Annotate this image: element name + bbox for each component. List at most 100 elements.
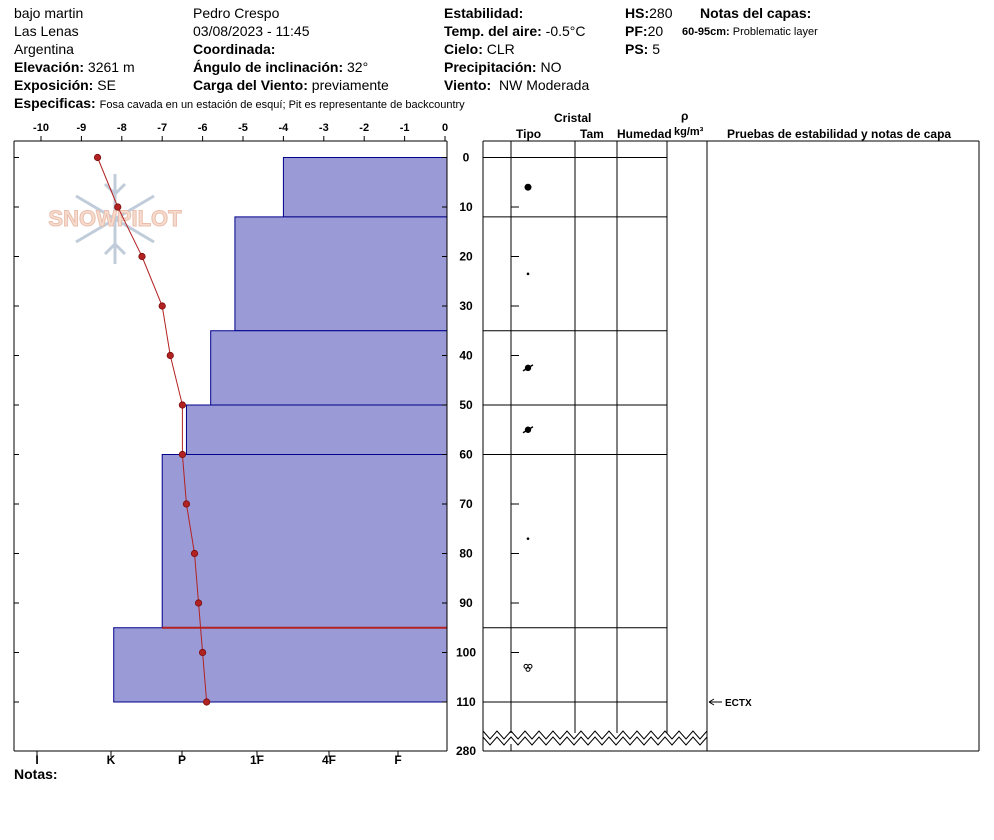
type-header: Tipo xyxy=(516,127,542,141)
depth-label: 110 xyxy=(456,695,476,709)
temp-tick-label: 0 xyxy=(442,122,448,134)
density-unit-header: kg/m³ xyxy=(674,126,704,138)
hardness-label: I xyxy=(35,753,38,767)
size-header: Tam xyxy=(580,127,604,141)
layer-note-depth: 60-95cm: xyxy=(682,26,730,38)
slope-row: Ángulo de inclinación: 32° xyxy=(193,59,368,75)
temperature-point xyxy=(182,500,191,508)
temp-tick-label: -8 xyxy=(117,122,127,134)
wind-load-value: previamente xyxy=(311,77,389,93)
temperature-point xyxy=(114,203,122,211)
country-name: Argentina xyxy=(14,41,74,57)
depth-label: 80 xyxy=(459,547,473,561)
hardness-label: K xyxy=(107,753,116,767)
crystal-small-dot-icon xyxy=(526,272,530,276)
air-temp-value: -0.5°C xyxy=(545,23,586,39)
area-name: Las Lenas xyxy=(14,23,79,39)
depth-label: 40 xyxy=(459,349,473,363)
temp-tick-label: -5 xyxy=(238,122,248,134)
snowpilot-watermark: SNOWPILOT xyxy=(48,174,183,264)
pf-value: 20 xyxy=(647,23,664,39)
elevation-label: Elevación: xyxy=(14,59,85,75)
wind-load-label: Carga del Viento: xyxy=(193,77,308,93)
hardness-label: F xyxy=(394,753,401,767)
temp-tick-label: -3 xyxy=(319,122,329,134)
tests-header: Pruebas de estabilidad y notas de capa xyxy=(727,127,952,141)
aspect-label: Exposición: xyxy=(14,77,94,93)
hardness-layer xyxy=(210,330,448,406)
depth-label: 50 xyxy=(459,398,473,412)
specifics-row: Especificas: Fosa cavada en un estación … xyxy=(14,95,465,113)
hardness-label: P xyxy=(178,753,186,767)
temperature-point xyxy=(178,401,186,409)
date-time: 03/08/2023 - 11:45 xyxy=(193,23,310,39)
precip-row: Precipitación: NO xyxy=(444,59,561,75)
slope-value: 32° xyxy=(347,59,369,75)
temperature-point xyxy=(199,648,207,657)
hardness-layer xyxy=(185,404,448,455)
temp-tick-label: -1 xyxy=(400,122,410,134)
precip-label: Precipitación: xyxy=(444,59,537,75)
aspect-row: Exposición: SE xyxy=(14,77,116,93)
hardness-label: 4F xyxy=(322,753,336,767)
hardness-layer xyxy=(234,216,448,332)
precip-value: NO xyxy=(540,59,562,75)
wind-load-row: Carga del Viento: previamente xyxy=(193,77,389,93)
depth-label: 20 xyxy=(459,250,473,264)
depth-label: 10 xyxy=(459,200,473,214)
depth-bottom-label: 280 xyxy=(456,744,476,758)
crystal-header: Cristal xyxy=(554,111,592,125)
crystal-small-dot-icon xyxy=(526,537,530,540)
temperature-point xyxy=(194,599,203,607)
depth-label: 90 xyxy=(459,596,473,610)
air-temp-row: Temp. del aire: -0.5°C xyxy=(444,23,586,39)
elevation-value: 3261 m xyxy=(87,59,135,75)
hs-label: HS: xyxy=(625,5,650,21)
ps-value: 5 xyxy=(652,41,661,57)
depth-label: 70 xyxy=(459,497,473,511)
temperature-point xyxy=(158,302,166,310)
layer-note: 60-95cm: Problematic layer xyxy=(682,24,818,40)
depth-break-zigzag xyxy=(482,736,708,746)
elevation-row: Elevación: 3261 m xyxy=(14,59,135,75)
sky-value: CLR xyxy=(486,41,515,57)
temp-tick-label: -6 xyxy=(198,122,208,134)
test-label: ECTX xyxy=(725,698,752,709)
ps-label: PS: xyxy=(625,41,649,57)
ps-row: PS: 5 xyxy=(625,41,660,57)
crystal-melt-form-icon xyxy=(525,666,531,672)
temp-tick-label: -9 xyxy=(77,122,87,134)
pf-row: PF:20 xyxy=(625,23,663,39)
hs-value: 280 xyxy=(649,5,673,21)
hardness-layer xyxy=(161,454,448,629)
coord-label: Coordinada: xyxy=(193,41,276,57)
temperature-point xyxy=(166,351,174,360)
depth-label: 30 xyxy=(459,299,473,313)
depth-label: 100 xyxy=(456,646,476,660)
crystal-large-dot-icon xyxy=(524,183,532,191)
notes-label: Notas: xyxy=(14,766,58,782)
temp-tick-label: -10 xyxy=(33,122,49,134)
temp-tick-label: -7 xyxy=(157,122,167,134)
temperature-point xyxy=(93,153,102,162)
wind-row: Viento: NW Moderada xyxy=(444,77,589,93)
hardness-label: 1F xyxy=(250,753,264,767)
crystal-rounded-facet-icon xyxy=(522,364,534,372)
wind-value: NW Moderada xyxy=(498,77,590,93)
rho-header: ρ xyxy=(681,109,689,123)
hardness-layer xyxy=(282,157,448,218)
layer-notes-label: Notas del capas: xyxy=(700,5,812,21)
air-temp-label: Temp. del aire: xyxy=(444,23,542,39)
stability-label: Estabilidad: xyxy=(444,5,524,21)
pf-label: PF: xyxy=(625,23,648,39)
temp-tick-label: -4 xyxy=(279,122,290,134)
temperature-line xyxy=(97,157,208,703)
watermark-text: SNOWPILOT xyxy=(48,206,182,231)
layer-note-text: Problematic layer xyxy=(732,26,818,38)
moisture-header: Humedad xyxy=(617,127,672,141)
temperature-point xyxy=(203,698,211,706)
hs-row: HS:280 xyxy=(625,5,672,21)
crystal-rounded-facet-icon xyxy=(522,426,534,434)
depth-break-zigzag xyxy=(482,730,708,740)
